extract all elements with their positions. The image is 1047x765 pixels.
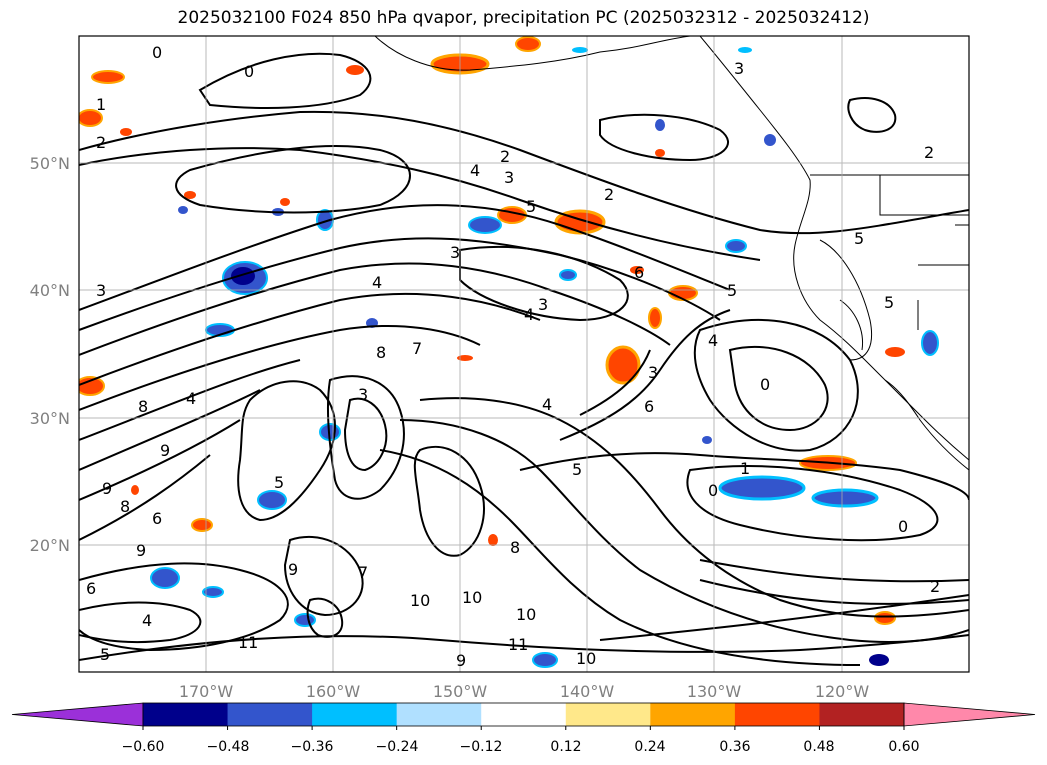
- gridlines: [79, 36, 969, 672]
- lon-label-150w: 150°W: [433, 682, 488, 701]
- contour-label: 11: [238, 633, 258, 652]
- colorbar-tick-label: 0.60: [888, 739, 919, 755]
- contour-label: 2: [930, 577, 940, 596]
- contour-label: 4: [372, 273, 382, 292]
- contour-label: 5: [526, 197, 536, 216]
- contour-label: 1: [740, 459, 750, 478]
- qvapor-contours: [79, 52, 969, 666]
- latitude-labels: 50°N 40°N 30°N 20°N: [30, 154, 70, 555]
- colorbar-segment: [143, 703, 229, 726]
- contour-label: 5: [727, 281, 737, 300]
- contour-label: 3: [504, 168, 514, 187]
- lon-label-130w: 130°W: [687, 682, 742, 701]
- contour-label: 8: [510, 538, 520, 557]
- contour-label: 3: [648, 363, 658, 382]
- lon-label-160w: 160°W: [306, 682, 361, 701]
- contour-label: 9: [160, 441, 170, 460]
- contour-label: 3: [358, 385, 368, 404]
- contour-label: 8: [376, 343, 386, 362]
- lat-label-50n: 50°N: [30, 154, 70, 173]
- contour-label: 4: [524, 305, 534, 324]
- contour-label: 7: [358, 563, 368, 582]
- contour-label: 0: [760, 375, 770, 394]
- chart-title: 2025032100 F024 850 hPa qvapor, precipit…: [177, 8, 870, 28]
- contour-label: 5: [274, 473, 284, 492]
- contour-label-group: 0 1 2 2 4 3 2 5 2 6 5 3 3 4 5 4 3 7 8 8 …: [86, 43, 940, 670]
- contour-label: 5: [100, 645, 110, 664]
- contour-label: 11: [508, 635, 528, 654]
- colorbar-segment: [481, 703, 567, 726]
- contour-label: 9: [456, 651, 466, 670]
- contour-label: 3: [734, 59, 744, 78]
- thin-contours: [819, 239, 873, 361]
- contour-label: 10: [410, 591, 430, 610]
- contour-label: 2: [604, 185, 614, 204]
- contour-label: 2: [96, 133, 106, 152]
- colorbar: [11, 702, 1036, 730]
- colorbar-tick-label: −0.24: [376, 739, 419, 755]
- colorbar-tick-label: −0.48: [207, 739, 250, 755]
- lat-label-20n: 20°N: [30, 536, 70, 555]
- colorbar-tick-label: 0.24: [634, 739, 665, 755]
- lat-label-30n: 30°N: [30, 409, 70, 428]
- colorbar-tick-label: −0.12: [460, 739, 503, 755]
- colorbar-segment: [650, 703, 736, 726]
- colorbar-border: [142, 702, 905, 727]
- contour-label: 4: [470, 161, 480, 180]
- colorbar-segment: [565, 703, 651, 726]
- contour-label: 10: [516, 605, 536, 624]
- colorbar-segment: [819, 703, 905, 726]
- contour-label: 6: [152, 509, 162, 528]
- contour-label: 9: [288, 560, 298, 579]
- colorbar-tick-label: −0.60: [122, 739, 165, 755]
- map-content: [79, 36, 969, 668]
- colorbar-extend-low: [11, 702, 144, 727]
- contour-label: 6: [86, 579, 96, 598]
- contour-label: 4: [708, 331, 718, 350]
- colorbar-tick-label: 0.12: [550, 739, 581, 755]
- contour-label: 4: [142, 611, 152, 630]
- colorbar-tick-label: 0.36: [719, 739, 750, 755]
- contour-label: 8: [138, 397, 148, 416]
- contour-label: 10: [462, 588, 482, 607]
- contour-label: 0: [244, 62, 254, 81]
- contour-label: 6: [634, 263, 644, 282]
- colorbar-segment: [312, 703, 398, 726]
- contour-label: 3: [96, 281, 106, 300]
- lat-label-40n: 40°N: [30, 281, 70, 300]
- contour-label: 2: [500, 147, 510, 166]
- contour-label: 2: [924, 143, 934, 162]
- contour-label: 5: [884, 293, 894, 312]
- colorbar-extend-high: [903, 702, 1036, 727]
- colorbar-tick-labels: −0.60 −0.48 −0.36 −0.24 −0.12 0.12 0.24 …: [122, 739, 920, 755]
- contour-label: 1: [96, 95, 106, 114]
- lon-label-170w: 170°W: [179, 682, 234, 701]
- contour-label: 3: [450, 243, 460, 262]
- contour-label: 3: [538, 295, 548, 314]
- contour-label: 10: [576, 649, 596, 668]
- lon-label-120w: 120°W: [815, 682, 870, 701]
- contour-label: 8: [120, 497, 130, 516]
- contour-label: 5: [572, 460, 582, 479]
- contour-label: 9: [136, 541, 146, 560]
- colorbar-segment: [734, 703, 820, 726]
- longitude-labels: 170°W 160°W 150°W 140°W 130°W 120°W: [179, 682, 870, 701]
- contour-label: 0: [898, 517, 908, 536]
- contour-label: 6: [644, 397, 654, 416]
- contour-label: 4: [542, 395, 552, 414]
- contour-label: 0: [708, 481, 718, 500]
- colorbar-tick-label: 0.48: [803, 739, 834, 755]
- contour-label: 7: [412, 339, 422, 358]
- contour-label: 9: [102, 479, 112, 498]
- colorbar-tick-label: −0.36: [291, 739, 334, 755]
- map-background: [79, 36, 969, 672]
- colorbar-segment: [227, 703, 313, 726]
- contour-label: 5: [854, 229, 864, 248]
- contour-label: 4: [186, 389, 196, 408]
- contour-label: 0: [152, 43, 162, 62]
- map-frame: [78, 35, 970, 673]
- lon-label-140w: 140°W: [560, 682, 615, 701]
- colorbar-segment: [396, 703, 482, 726]
